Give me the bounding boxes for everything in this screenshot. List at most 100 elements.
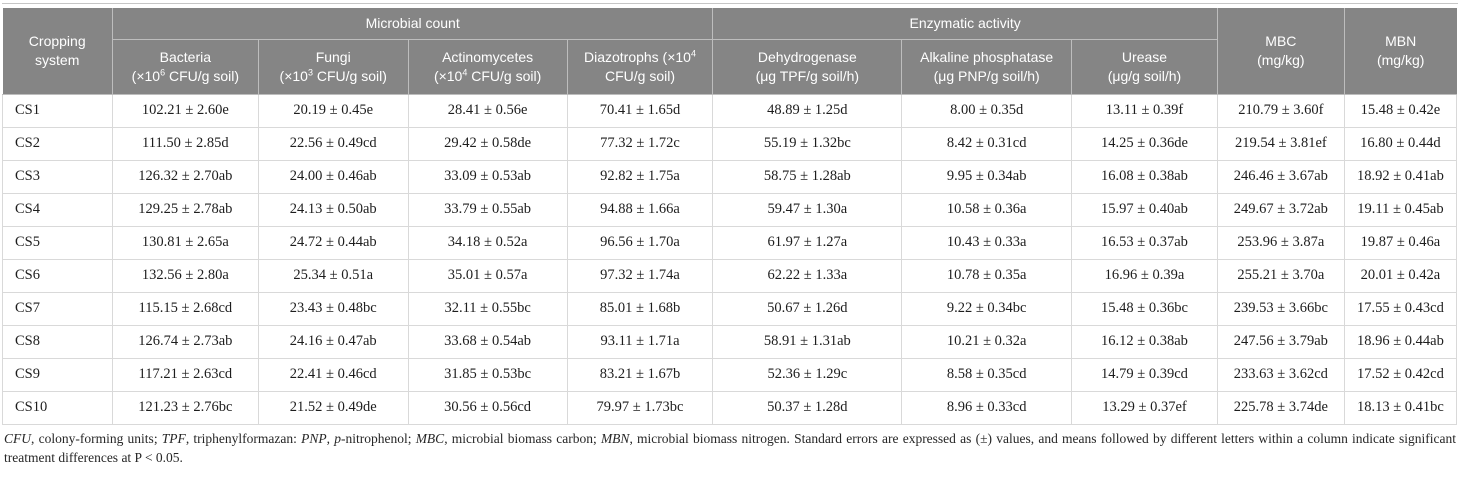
cell-mbn: 19.11 ± 0.45ab — [1343, 192, 1458, 227]
footnote-abbr-p: p — [334, 430, 341, 446]
cell-mbn: 15.48 ± 0.42e — [1343, 93, 1458, 128]
cell-urease: 15.97 ± 0.40ab — [1071, 192, 1218, 227]
table-row: CS3 126.32 ± 2.70ab 24.00 ± 0.46ab 33.09 ± … — [2, 159, 1458, 194]
footnote-text: , — [326, 430, 335, 446]
cell-diazotrophs: 92.82 ± 1.75a — [566, 159, 714, 194]
mbc-label: MBC — [1265, 32, 1297, 49]
cell-urease: 13.29 ± 0.37ef — [1071, 390, 1218, 425]
cell-mbc: 249.67 ± 3.72ab — [1216, 192, 1345, 227]
cell-fungi: 22.56 ± 0.49cd — [257, 126, 409, 161]
cell-dehydrogenase: 58.75 ± 1.28ab — [712, 159, 903, 194]
cell-urease: 15.48 ± 0.36bc — [1071, 291, 1218, 326]
cell-diazotrophs: 96.56 ± 1.70a — [566, 225, 714, 260]
cell-bacteria: 126.74 ± 2.73ab — [111, 324, 259, 359]
table-row: CS7 115.15 ± 2.68cd 23.43 ± 0.48bc 32.11 ± … — [2, 291, 1458, 326]
cell-diazotrophs: 97.32 ± 1.74a — [566, 258, 714, 293]
cell-bacteria: 102.21 ± 2.60e — [111, 93, 259, 128]
cell-urease: 14.79 ± 0.39cd — [1071, 357, 1218, 392]
cell-diazotrophs: 79.97 ± 1.73bc — [566, 390, 714, 425]
cell-alkaline_phosphatase: 8.58 ± 0.35cd — [901, 357, 1073, 392]
cell-mbn: 17.55 ± 0.43cd — [1343, 291, 1458, 326]
cell-bacteria: 129.25 ± 2.78ab — [111, 192, 259, 227]
cell-mbn: 18.96 ± 0.44ab — [1343, 324, 1458, 359]
cell-mbn: 19.87 ± 0.46a — [1343, 225, 1458, 260]
cell-urease: 16.08 ± 0.38ab — [1071, 159, 1218, 194]
cell-urease: 13.11 ± 0.39f — [1071, 93, 1218, 128]
header-subcolumn-row: Bacteria (×106 CFU/g soil) Fungi (×103 C… — [3, 38, 1457, 95]
cell-mbc: 255.21 ± 3.70a — [1216, 258, 1345, 293]
cell-mbc: 210.79 ± 3.60f — [1216, 93, 1345, 128]
table-container: Cropping system Microbial count Enzymati… — [2, 8, 1458, 425]
cell-mbc: 219.54 ± 3.81ef — [1216, 126, 1345, 161]
col-header-cropping-system: Cropping system — [2, 8, 113, 95]
table-row: CS2 111.50 ± 2.85d 22.56 ± 0.49cd 29.42 ± 0… — [2, 126, 1458, 161]
cell-diazotrophs: 70.41 ± 1.65d — [566, 93, 714, 128]
cell-diazotrophs: 85.01 ± 1.68b — [566, 291, 714, 326]
cell-fungi: 23.43 ± 0.48bc — [257, 291, 409, 326]
footnote-abbr-mbn: MBN — [600, 430, 630, 446]
table-body: CS1 102.21 ± 2.60e 20.19 ± 0.45e 28.41 ± 0.… — [2, 93, 1458, 425]
cell-actinomycetes: 34.18 ± 0.52a — [407, 225, 568, 260]
top-rule — [2, 3, 1458, 4]
cell-mbc: 253.96 ± 3.87a — [1216, 225, 1345, 260]
col-header-bacteria: Bacteria (×106 CFU/g soil) — [111, 38, 259, 95]
cell-urease: 16.96 ± 0.39a — [1071, 258, 1218, 293]
cell-dehydrogenase: 50.37 ± 1.28d — [712, 390, 903, 425]
cell-diazotrophs: 93.11 ± 1.71a — [566, 324, 714, 359]
cell-mbc: 225.78 ± 3.74de — [1216, 390, 1345, 425]
row-label-cs1: CS1 — [2, 93, 113, 128]
cell-dehydrogenase: 61.97 ± 1.27a — [712, 225, 903, 260]
table-row: CS1 102.21 ± 2.60e 20.19 ± 0.45e 28.41 ± 0.… — [2, 93, 1458, 128]
cell-actinomycetes: 28.41 ± 0.56e — [407, 93, 568, 128]
footnote-text: , microbial biomass nitrogen. Standard e… — [4, 430, 1456, 465]
cell-alkaline_phosphatase: 9.95 ± 0.34ab — [901, 159, 1073, 194]
col-header-mbn: MBN (mg/kg) — [1343, 8, 1457, 95]
cell-dehydrogenase: 62.22 ± 1.33a — [712, 258, 903, 293]
cell-alkaline_phosphatase: 8.42 ± 0.31cd — [901, 126, 1073, 161]
footnote-abbr-cfu: CFU — [4, 430, 31, 446]
col-header-actinomycetes: Actinomycetes (×104 CFU/g soil) — [407, 38, 568, 95]
cell-mbn: 18.13 ± 0.41bc — [1343, 390, 1458, 425]
cell-mbn: 20.01 ± 0.42a — [1343, 258, 1458, 293]
cell-bacteria: 132.56 ± 2.80a — [111, 258, 259, 293]
cell-fungi: 20.19 ± 0.45e — [257, 93, 409, 128]
cell-bacteria: 115.15 ± 2.68cd — [111, 291, 259, 326]
row-label-cs7: CS7 — [2, 291, 113, 326]
cell-fungi: 24.16 ± 0.47ab — [257, 324, 409, 359]
cell-dehydrogenase: 48.89 ± 1.25d — [712, 93, 903, 128]
table-row: CS6 132.56 ± 2.80a 25.34 ± 0.51a 35.01 ± 0.… — [2, 258, 1458, 293]
cell-fungi: 24.13 ± 0.50ab — [257, 192, 409, 227]
table-row: CS10 121.23 ± 2.76bc 21.52 ± 0.49de 30.56 ±… — [2, 390, 1458, 425]
cell-actinomycetes: 32.11 ± 0.55bc — [407, 291, 568, 326]
cell-actinomycetes: 33.79 ± 0.55ab — [407, 192, 568, 227]
cell-mbc: 239.53 ± 3.66bc — [1216, 291, 1345, 326]
col-header-mbc: MBC (mg/kg) — [1216, 8, 1345, 95]
col-header-urease: Urease (μg/g soil/h) — [1071, 38, 1218, 95]
cell-urease: 16.53 ± 0.37ab — [1071, 225, 1218, 260]
cell-mbc: 233.63 ± 3.62cd — [1216, 357, 1345, 392]
cell-mbn: 17.52 ± 0.42cd — [1343, 357, 1458, 392]
cell-diazotrophs: 77.32 ± 1.72c — [566, 126, 714, 161]
cell-alkaline_phosphatase: 10.78 ± 0.35a — [901, 258, 1073, 293]
cell-actinomycetes: 31.85 ± 0.53bc — [407, 357, 568, 392]
cell-actinomycetes: 29.42 ± 0.58de — [407, 126, 568, 161]
cell-actinomycetes: 35.01 ± 0.57a — [407, 258, 568, 293]
cell-alkaline_phosphatase: 9.22 ± 0.34bc — [901, 291, 1073, 326]
table-footnote: CFU, colony-forming units; TPF, tripheny… — [4, 429, 1456, 467]
mbn-label: MBN — [1385, 32, 1417, 49]
col-header-alkaline-phosphatase: Alkaline phosphatase (μg PNP/g soil/h) — [901, 38, 1073, 95]
footnote-abbr-pnp: PNP — [301, 430, 327, 446]
footnote-abbr-tpf: TPF — [161, 430, 186, 446]
cell-bacteria: 117.21 ± 2.63cd — [111, 357, 259, 392]
cell-dehydrogenase: 58.91 ± 1.31ab — [712, 324, 903, 359]
row-label-cs6: CS6 — [2, 258, 113, 293]
cell-mbc: 246.46 ± 3.67ab — [1216, 159, 1345, 194]
cell-bacteria: 130.81 ± 2.65a — [111, 225, 259, 260]
header-group-row: Cropping system Microbial count Enzymati… — [2, 8, 1457, 95]
group-header-microbial-count: Microbial count — [111, 8, 714, 40]
cell-fungi: 24.72 ± 0.44ab — [257, 225, 409, 260]
cell-actinomycetes: 33.68 ± 0.54ab — [407, 324, 568, 359]
footnote-text: , colony-forming units; — [31, 430, 162, 446]
cell-bacteria: 126.32 ± 2.70ab — [111, 159, 259, 194]
cell-dehydrogenase: 50.67 ± 1.26d — [712, 291, 903, 326]
